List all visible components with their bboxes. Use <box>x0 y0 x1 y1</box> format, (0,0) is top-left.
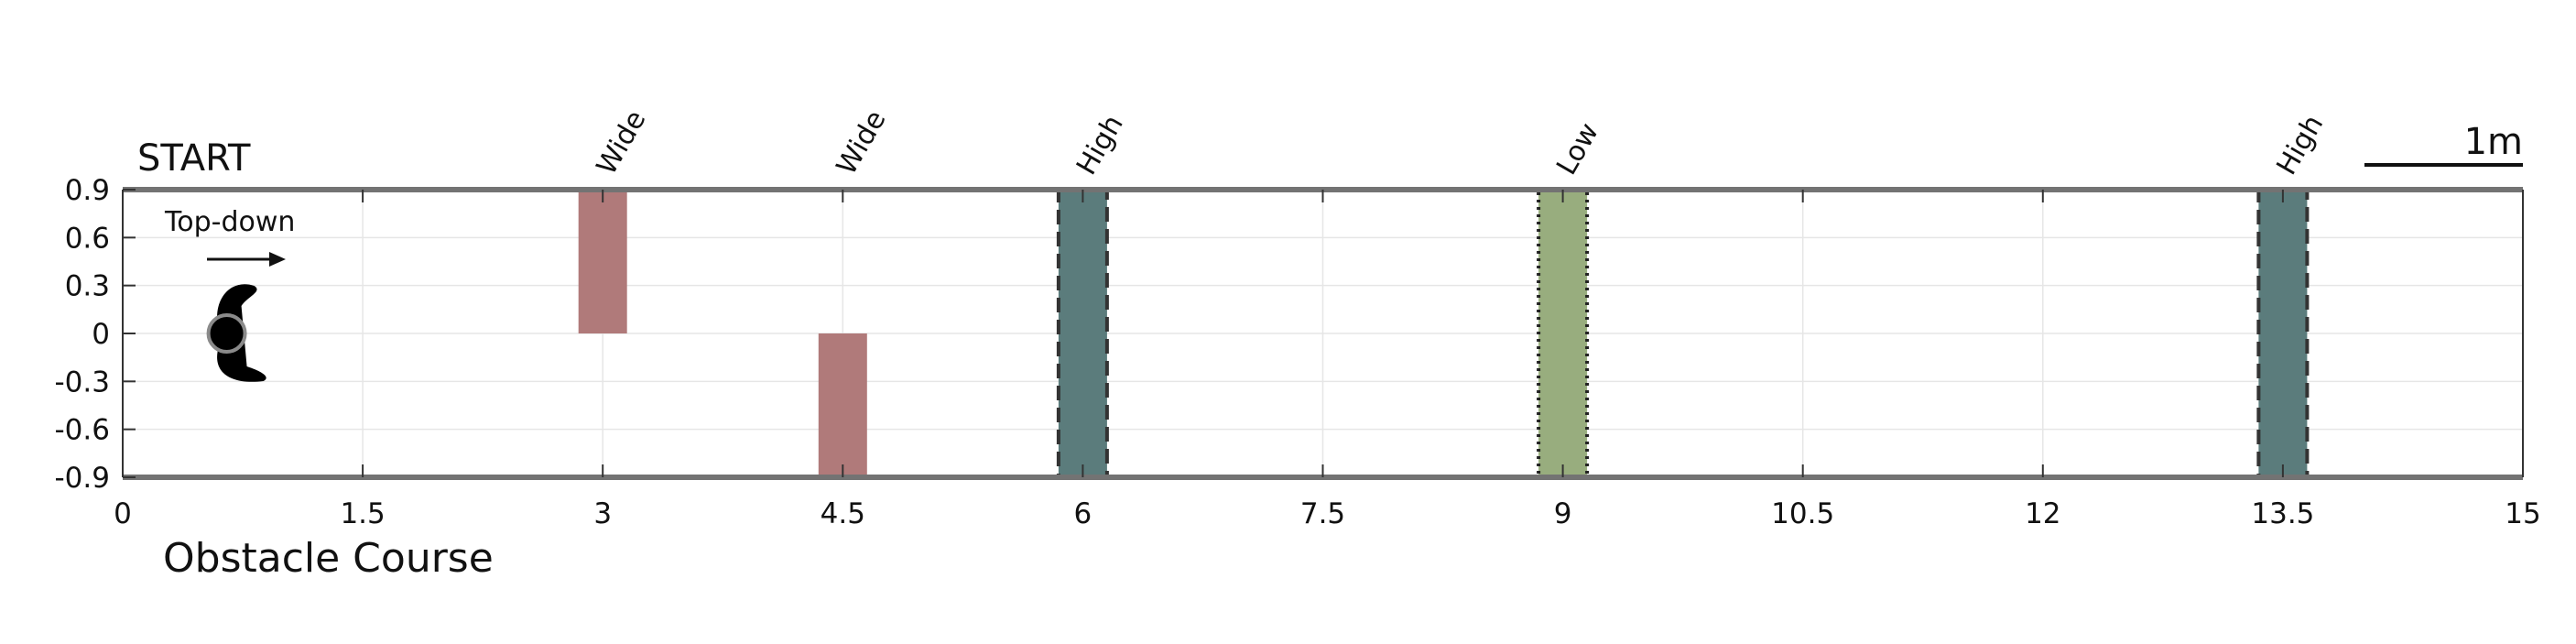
obstacle-high <box>1056 188 1109 479</box>
obstacle-label: High <box>2271 110 2331 180</box>
robot-head <box>206 313 247 354</box>
obstacle-label: Wide <box>831 105 893 180</box>
x-tick-label: 3 <box>593 497 612 530</box>
x-tick-label: 1.5 <box>340 497 385 530</box>
y-tick-label: 0.3 <box>65 270 110 303</box>
axis-ticks <box>122 189 2524 478</box>
labels: 0 1.5 3 4.5 6 7.5 9 10.5 12 13.5 15 0.9 0.6 0.3 0 -0.3 -… <box>55 105 2541 530</box>
direction-arrow-head <box>269 252 286 267</box>
obstacle-wide <box>818 333 867 477</box>
scale-bar: 1m <box>2364 121 2523 167</box>
x-tick-label: 12 <box>2025 497 2060 530</box>
x-tick-label: 0 <box>114 497 132 530</box>
obstacle-high <box>2256 188 2310 479</box>
grid-lines <box>122 189 2524 478</box>
obstacle-wide <box>578 190 627 333</box>
x-tick-label: 6 <box>1074 497 1092 530</box>
y-tick-label: 0.6 <box>65 222 110 255</box>
obstacles <box>578 188 2310 479</box>
obstacle-label: Wide <box>591 105 653 180</box>
x-tick-label: 7.5 <box>1300 497 1345 530</box>
obstacle-low <box>1537 188 1590 479</box>
start-label: START <box>137 137 251 180</box>
x-tick-label: 10.5 <box>1771 497 1834 530</box>
robot-label: Top-down <box>164 206 295 238</box>
x-tick-label: 15 <box>2505 497 2540 530</box>
obstacle-label: Low <box>1550 117 1605 180</box>
x-axis-label: Obstacle Course <box>163 535 494 582</box>
obstacle-label: High <box>1071 110 1130 180</box>
y-tick-label: -0.3 <box>55 366 111 398</box>
y-tick-label: -0.9 <box>55 462 111 495</box>
x-tick-label: 4.5 <box>821 497 865 530</box>
robot-icon <box>206 284 266 382</box>
x-tick-label: 13.5 <box>2251 497 2314 530</box>
y-tick-label: 0 <box>92 318 110 351</box>
robot-indicator: Top-down <box>164 206 295 382</box>
x-tick-label: 9 <box>1554 497 1572 530</box>
y-tick-label: 0.9 <box>65 174 110 207</box>
y-tick-label: -0.6 <box>55 414 111 447</box>
scale-bar-label: 1m <box>2464 121 2523 163</box>
